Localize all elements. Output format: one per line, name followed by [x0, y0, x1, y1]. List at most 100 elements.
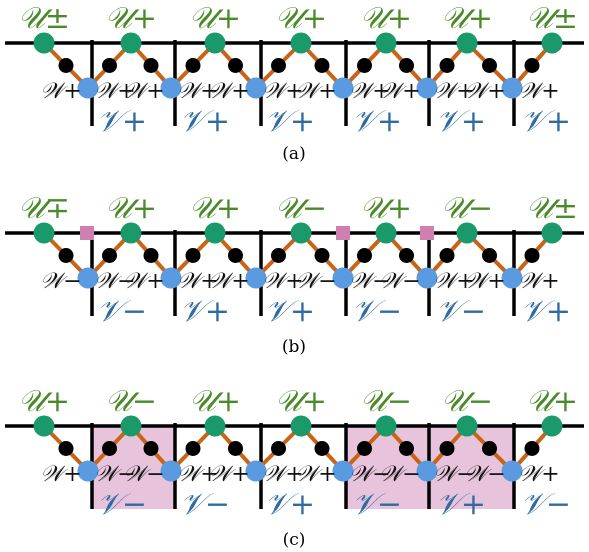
u-node	[204, 32, 226, 54]
u-label: 𝒰−	[275, 191, 327, 226]
v-label: 𝒱+	[436, 487, 486, 522]
w-label: 𝒲−	[379, 462, 421, 487]
u-label: 𝒰+	[441, 1, 493, 36]
w-node	[102, 441, 117, 456]
w-label: 𝒲+	[177, 79, 219, 104]
w-node	[314, 441, 330, 456]
u-node	[541, 415, 563, 437]
u-node	[456, 415, 478, 437]
u-node	[120, 415, 142, 437]
w-node	[228, 248, 243, 263]
u-node	[33, 222, 55, 244]
u-label: 𝒰−	[441, 191, 493, 226]
v-node	[332, 460, 354, 482]
u-label: 𝒰+	[360, 1, 412, 36]
w-label: 𝒲+	[433, 79, 475, 104]
w-label: 𝒲−	[94, 269, 136, 294]
w-label: 𝒲+	[433, 269, 475, 294]
w-label: 𝒲+	[123, 269, 165, 294]
panel-a: 𝒰± 𝒰+ 𝒰+ 𝒰+ 𝒰+ 𝒰+ 𝒰±𝒲+ 𝒲+𝒲+ 𝒲+𝒲+ 𝒲+𝒲+ 𝒲+𝒲+ 𝒲+𝒲+ 𝒲+𝒱+…	[5, 1, 584, 164]
v-node	[416, 267, 438, 289]
v-label: 𝒱−	[180, 487, 230, 522]
w-node	[399, 441, 414, 456]
w-label: 𝒲−	[40, 269, 82, 294]
u-label: 𝒰−	[360, 384, 412, 419]
u-label: 𝒰+	[105, 1, 157, 36]
w-node	[399, 248, 414, 263]
w-label: 𝒲−	[123, 462, 165, 487]
w-label: 𝒲+	[262, 79, 304, 104]
u-node	[375, 415, 397, 437]
w-label: 𝒲+	[123, 79, 165, 104]
w-node	[102, 58, 117, 73]
v-label: 𝒱+	[436, 104, 486, 139]
u-label: 𝒰+	[189, 1, 241, 36]
v-node	[416, 460, 438, 482]
w-node	[357, 58, 372, 73]
u-node	[290, 415, 312, 437]
v-node	[160, 460, 182, 482]
w-label: 𝒲+	[464, 269, 506, 294]
w-label: 𝒲+	[40, 79, 82, 104]
u-label: 𝒰+	[526, 384, 578, 419]
w-label: 𝒲+	[177, 462, 219, 487]
u-node	[120, 32, 142, 54]
u-node	[120, 222, 142, 244]
w-node	[524, 248, 540, 263]
v-label: 𝒱+	[180, 104, 230, 139]
w-label: 𝒲−	[349, 269, 391, 294]
u-label: 𝒰±	[526, 191, 578, 226]
w-label: 𝒲−	[464, 462, 506, 487]
w-label: 𝒲+	[177, 269, 219, 294]
v-label: 𝒱+	[97, 104, 147, 139]
v-node	[501, 267, 523, 289]
w-label: 𝒲+	[295, 79, 337, 104]
v-label: 𝒱+	[521, 104, 571, 139]
u-label: 𝒰±	[526, 1, 578, 36]
u-label: 𝒰−	[441, 384, 493, 419]
v-node	[160, 77, 182, 99]
u-label: 𝒰±	[18, 1, 70, 36]
w-node	[185, 441, 201, 456]
u-label: 𝒰+	[189, 191, 241, 226]
v-node	[77, 460, 99, 482]
w-node	[439, 248, 455, 263]
w-label: 𝒲−	[349, 462, 391, 487]
u-label: 𝒰+	[275, 384, 327, 419]
v-label: 𝒱−	[352, 487, 402, 522]
w-node	[271, 441, 286, 456]
w-node	[399, 58, 414, 73]
w-node	[482, 58, 497, 73]
w-node	[271, 58, 286, 73]
v-node	[245, 460, 267, 482]
u-label: 𝒰+	[189, 384, 241, 419]
v-label: 𝒱−	[97, 487, 147, 522]
w-label: 𝒲+	[518, 79, 560, 104]
panel-c: 𝒰+ 𝒰− 𝒰+ 𝒰+ 𝒰− 𝒰− 𝒰+𝒲+ 𝒲−𝒲− 𝒲+𝒲+ 𝒲+𝒲+ 𝒲−𝒲− 𝒲−𝒲− 𝒲+𝒱−…	[5, 384, 584, 550]
w-node	[143, 248, 159, 263]
w-node	[357, 441, 372, 456]
w-node	[482, 441, 497, 456]
v-node	[77, 267, 99, 289]
w-label: 𝒲+	[349, 79, 391, 104]
w-node	[102, 248, 117, 263]
w-label: 𝒲+	[94, 79, 136, 104]
u-node	[456, 222, 478, 244]
u-node	[204, 222, 226, 244]
v-node	[245, 77, 267, 99]
w-node	[228, 58, 243, 73]
v-label: 𝒱−	[436, 294, 486, 329]
w-label: 𝒲+	[295, 462, 337, 487]
u-node	[290, 32, 312, 54]
v-label: 𝒱+	[180, 294, 230, 329]
w-node	[439, 441, 455, 456]
u-node	[541, 222, 563, 244]
v-node	[501, 460, 523, 482]
u-node	[541, 32, 563, 54]
v-label: 𝒱+	[521, 294, 571, 329]
w-node	[58, 58, 74, 73]
defect-marker	[420, 226, 434, 240]
w-node	[271, 248, 286, 263]
u-node	[204, 415, 226, 437]
